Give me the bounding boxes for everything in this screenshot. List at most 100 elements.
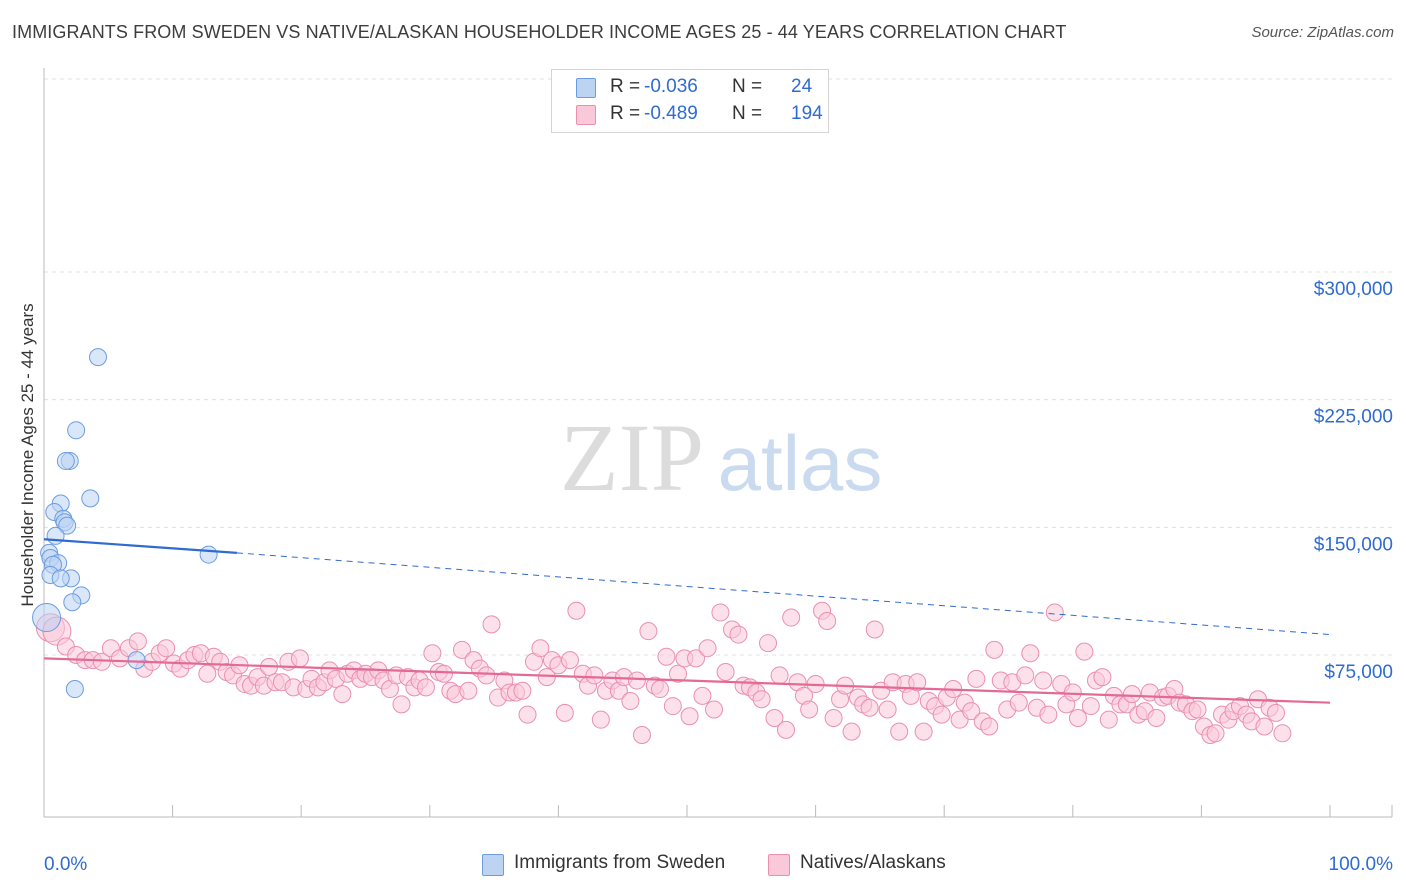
natives-point [632,726,651,745]
natives-point [687,649,706,668]
natives-point [962,702,981,721]
natives-point [591,710,610,729]
natives-point [680,707,699,726]
gridlines [44,78,1392,656]
legend-swatch-pink [768,854,790,876]
natives-point [842,722,861,741]
natives-point [513,681,532,700]
natives-point [1206,724,1225,743]
sweden-points [32,348,218,699]
natives-point [932,705,951,724]
natives-point [452,640,471,659]
natives-point [567,601,586,620]
natives-point [860,698,879,717]
natives-point [663,697,682,716]
natives-point [657,647,676,666]
natives-point [1075,642,1094,661]
legend-label: Natives/Alaskans [800,852,946,873]
natives-point [416,678,435,697]
source-label: Source: ZipAtlas.com [1251,24,1394,41]
natives-point [1068,708,1087,727]
natives-point [531,639,550,658]
sweden-point [46,526,65,545]
natives-point [621,691,640,710]
r-value: -0.036 [644,76,698,97]
natives-point [477,666,496,685]
y-axis-label: Householder Income Ages 25 - 44 years [18,303,37,607]
watermark: ZIP atlas [560,404,882,511]
sweden-point [32,603,62,633]
natives-point [729,625,748,644]
natives-point [800,700,819,719]
natives-point [333,685,352,704]
tick-labels: $75,000 $150,000 $225,000 $300,000 0.0% 100.0… [44,279,1393,875]
r-label: R = [610,76,641,97]
natives-point [639,622,658,641]
natives-point [1016,666,1035,685]
stats-swatch-pink [576,105,596,125]
natives-point [1009,693,1028,712]
y-tick-label: $150,000 [1314,534,1393,555]
natives-point [627,671,646,690]
n-value: 194 [791,103,823,124]
natives-point [1122,685,1141,704]
natives-point [518,705,537,724]
natives-point [770,666,789,685]
natives-point [459,681,478,700]
natives-point [711,603,730,622]
correlation-stats-box: R = -0.036 N = 24 R = -0.489 N = 194 [551,69,829,133]
sweden-point [199,545,218,564]
natives-point [1034,671,1053,690]
n-label: N = [732,103,763,124]
natives-point [1273,724,1292,743]
natives-point [92,652,111,671]
natives-point [1045,603,1064,622]
sweden-point [65,680,84,699]
watermark-zip: ZIP [560,404,704,511]
sweden-point [56,451,75,470]
natives-point [693,686,712,705]
natives-point [1039,705,1058,724]
natives-point [482,615,501,634]
natives-trend [43,657,1331,704]
natives-point [392,695,411,714]
sweden-point [127,651,146,670]
natives-alaskans-points [35,601,1292,745]
natives-point [1063,683,1082,702]
sweden-point [63,593,82,612]
natives-point [423,644,442,663]
sweden-trend-dashed [236,552,1331,636]
natives-point [914,722,933,741]
sweden-point [81,489,100,508]
y-tick-label: $75,000 [1324,662,1393,683]
natives-point [824,708,843,727]
watermark-atlas: atlas [718,419,883,507]
natives-point [985,640,1004,659]
natives-point [878,700,897,719]
natives-point [668,664,687,683]
legend-label: Immigrants from Sweden [514,852,726,873]
natives-point [980,717,999,736]
chart-title: IMMIGRANTS FROM SWEDEN VS NATIVE/ALASKAN… [12,22,1067,42]
sweden-point [58,516,77,535]
natives-point [716,663,735,682]
natives-point [560,651,579,670]
trend-lines [43,538,1331,704]
natives-point [290,649,309,668]
natives-point [650,680,669,699]
natives-point [865,620,884,639]
n-value: 24 [791,76,813,97]
natives-point [890,722,909,741]
natives-point [1147,708,1166,727]
natives-point [777,720,796,739]
natives-point [1266,703,1285,722]
natives-point [698,639,717,658]
r-label: R = [610,103,641,124]
natives-point [1021,644,1040,663]
sweden-point [89,348,108,367]
natives-point [555,703,574,722]
natives-point [128,632,147,651]
stats-swatch-blue [576,78,596,98]
natives-point [537,668,556,687]
